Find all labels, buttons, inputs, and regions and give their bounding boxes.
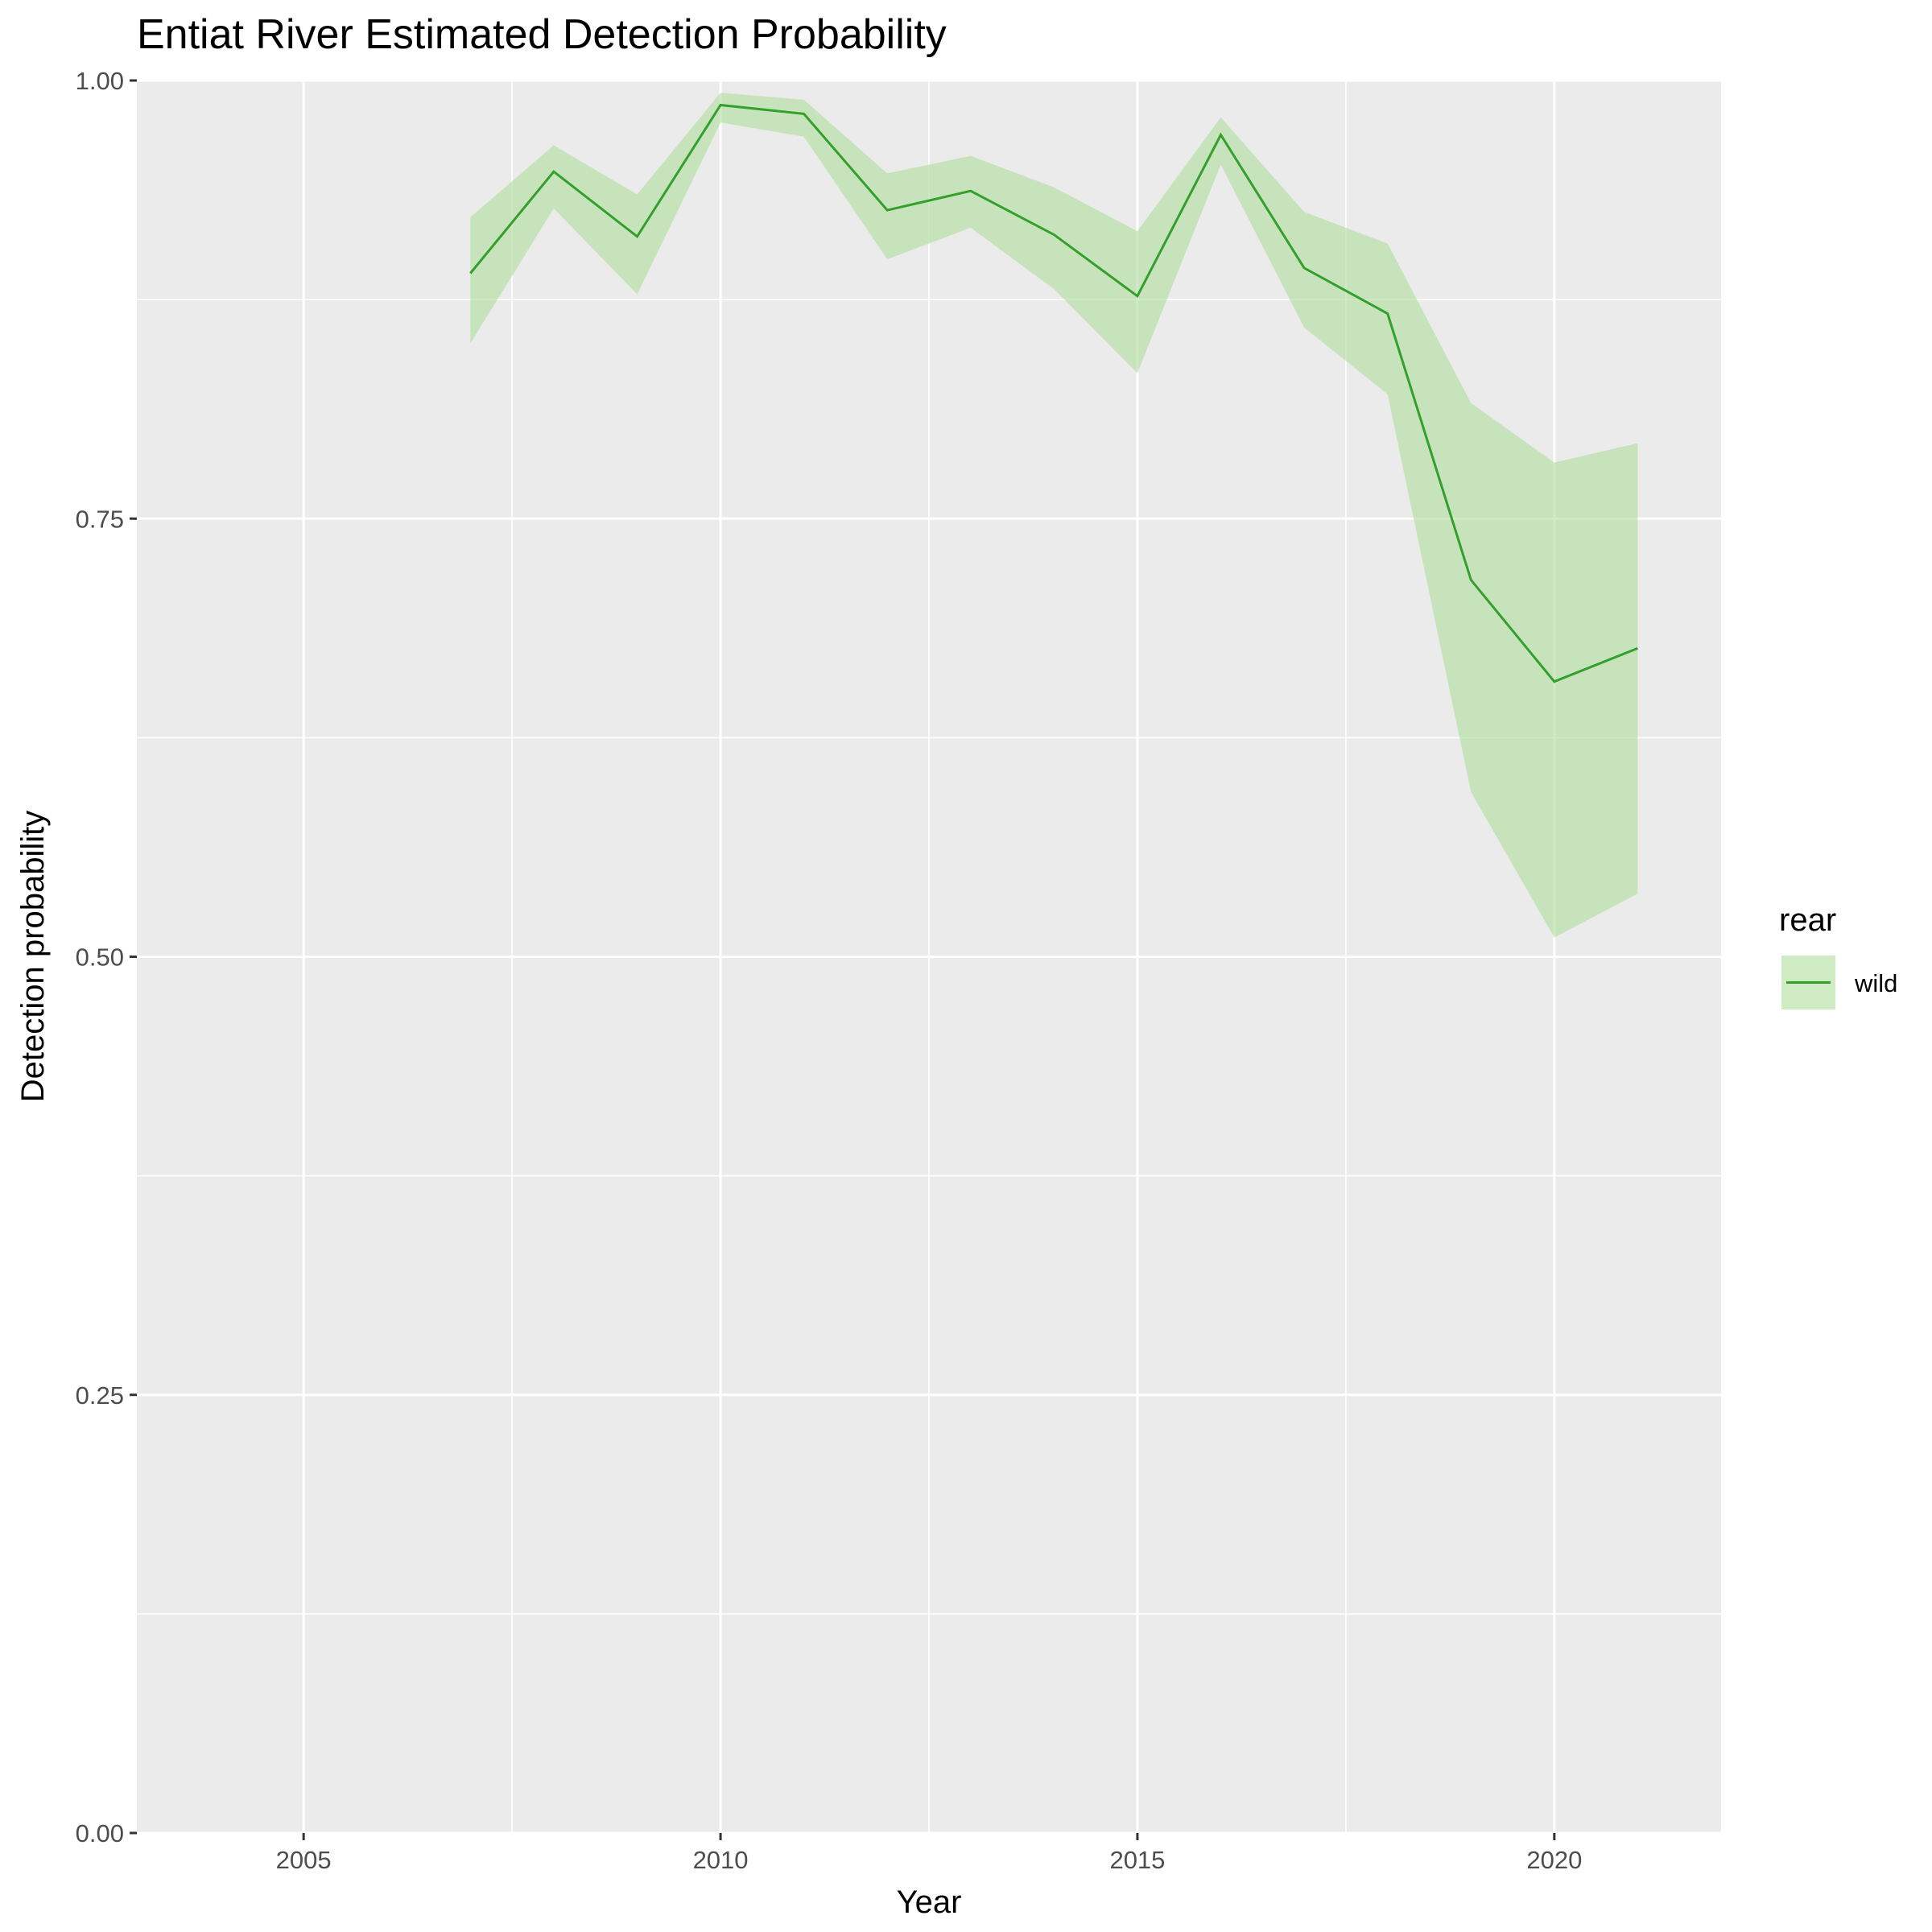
y-tick-label: 0.50 <box>76 943 124 972</box>
chart-title: Entiat River Estimated Detection Probabi… <box>137 11 947 58</box>
x-tick-label: 2010 <box>693 1846 749 1874</box>
x-tick-label: 2005 <box>276 1846 332 1874</box>
confidence-ribbons <box>470 93 1638 938</box>
y-tick-label: 1.00 <box>76 67 124 95</box>
y-axis-title: Detection probability <box>15 811 51 1102</box>
line-wild <box>469 103 1638 683</box>
legend-label-wild: wild <box>1854 969 1897 997</box>
x-tick-label: 2015 <box>1109 1846 1165 1874</box>
major-gridlines <box>137 79 1721 1835</box>
x-axis-title: Year <box>897 1885 962 1920</box>
legend-items: wild <box>1780 954 1897 1011</box>
y-tick-label: 0.75 <box>76 505 124 533</box>
legend-title: rear <box>1779 902 1836 938</box>
ribbon-wild <box>470 93 1638 938</box>
series-lines <box>469 103 1638 683</box>
x-tick-label: 2020 <box>1526 1846 1582 1874</box>
y-tick-label: 0.00 <box>76 1819 124 1847</box>
x-axis: 2005 2010 2015 2020 <box>276 1833 1582 1874</box>
y-axis: 0.00 0.25 0.50 0.75 1.00 <box>76 67 137 1847</box>
y-tick-label: 0.25 <box>76 1381 124 1410</box>
legend: rear wild <box>1779 902 1897 1011</box>
